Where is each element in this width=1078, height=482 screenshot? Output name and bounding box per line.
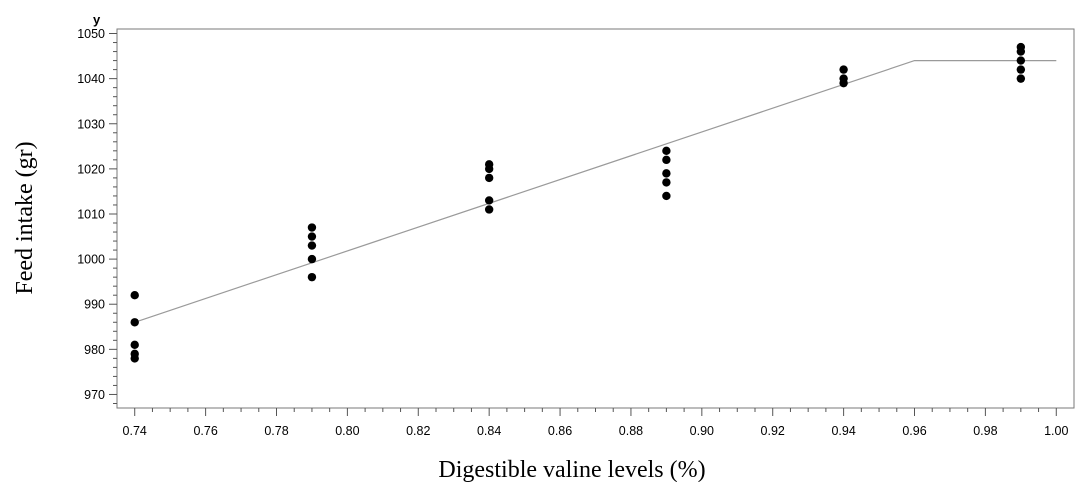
x-tick-label: 0.84 [477,424,501,438]
x-tick-label: 0.92 [761,424,785,438]
y-tick-label: 1050 [77,27,105,41]
data-point [662,178,671,187]
data-point [662,146,671,156]
data-point [307,232,317,241]
x-tick-label: 0.76 [193,424,217,438]
data-point [662,169,671,178]
x-tick-label: 0.86 [548,424,572,438]
x-axis: 0.74 0.76 0.78 0.80 0.82 0.84 0.86 0.88 0.90 0.92… [123,408,1068,438]
x-tick-label: 0.98 [973,424,997,438]
y-tick-label: 1020 [77,162,105,176]
data-point [484,173,494,183]
data-point [1016,56,1026,65]
data-point [1016,47,1026,56]
y-axis-letter: y [93,12,101,27]
x-tick-label: 0.94 [831,424,855,438]
y-tick-label: 1010 [77,207,105,221]
x-tick-label: 0.74 [123,424,147,438]
data-point [307,241,317,250]
data-point [839,78,848,88]
plot-frame [116,28,1075,409]
y-axis-title: Feed intake (gr) [12,141,38,294]
y-tick-label: 970 [84,388,105,402]
y-axis: 970 980 990 1000 1010 1020 1030 1040 1050 [77,27,117,404]
y-tick-label: 980 [84,343,105,357]
x-axis-title: Digestible valine levels (%) [438,457,705,482]
data-point [307,254,317,264]
y-tick-label: 1040 [77,72,105,86]
fitted-line-series [134,59,1057,323]
x-tick-label: 1.00 [1044,424,1068,438]
data-point [484,196,494,205]
x-tick-label: 0.78 [264,424,288,438]
data-point [130,291,139,300]
data-point [130,340,139,350]
data-point [307,272,317,282]
data-point [307,223,317,232]
data-point [484,164,494,174]
x-tick-label: 0.96 [902,424,926,438]
data-point [484,205,494,214]
y-tick-label: 990 [84,298,105,312]
data-point [1016,74,1026,83]
x-tick-label: 0.82 [406,424,430,438]
fitted-line [134,59,1057,323]
data-point [1016,65,1026,74]
y-tick-label: 1030 [77,117,105,131]
x-tick-label: 0.80 [335,424,359,438]
x-tick-label: 0.90 [690,424,714,438]
x-tick-label: 0.88 [619,424,643,438]
data-point-series [130,42,1026,363]
data-point [130,318,139,327]
data-point [662,191,671,201]
data-point [130,354,139,363]
data-point [662,155,671,165]
y-tick-label: 1000 [77,253,105,267]
data-point [839,65,848,74]
